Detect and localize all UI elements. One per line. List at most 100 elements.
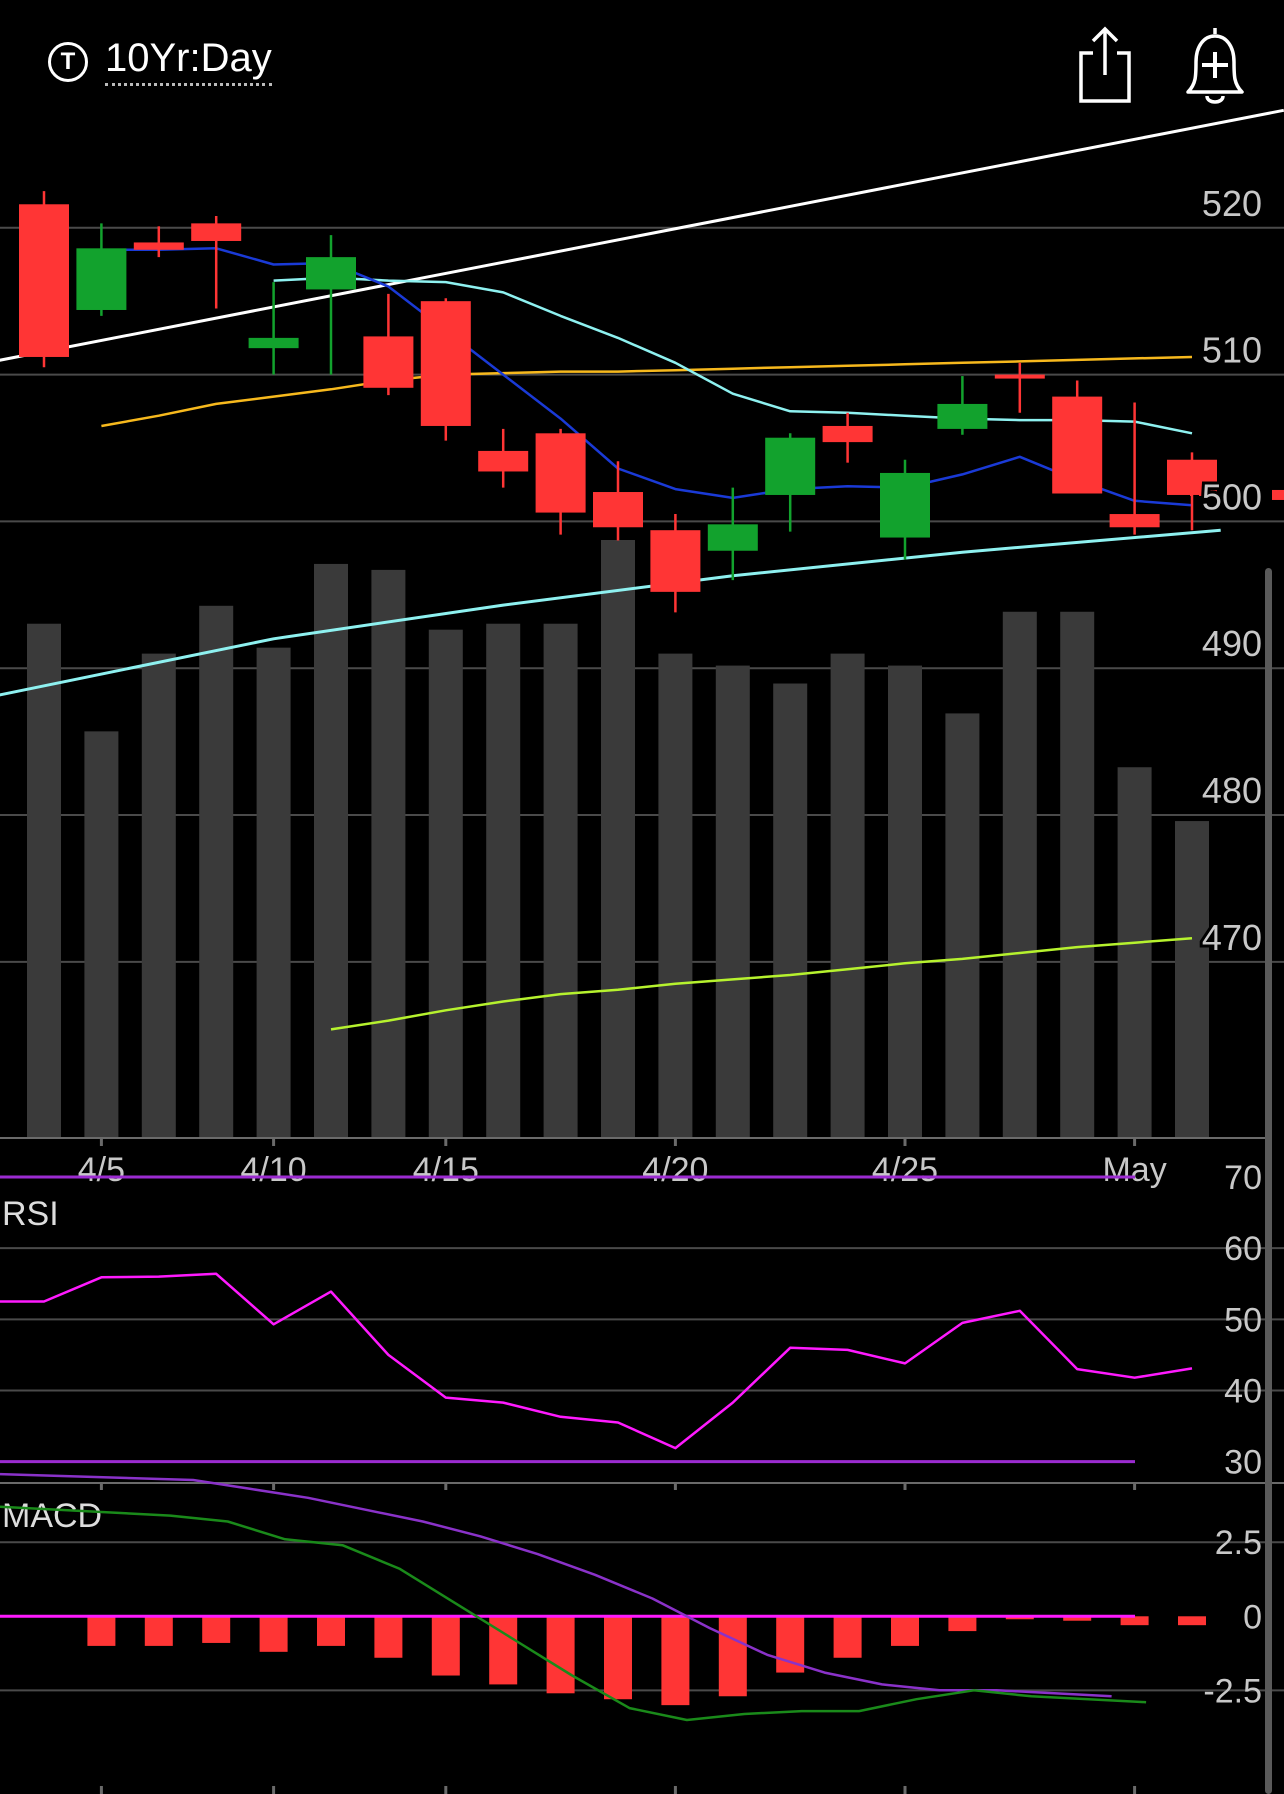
macd-line <box>0 1472 1112 1698</box>
rsi-axis-label: 70 <box>1224 1159 1262 1197</box>
macd-axis-label: 0 <box>1243 1598 1262 1636</box>
header-bar: T 10Yr:Day <box>0 0 1284 125</box>
volume-bar <box>945 713 980 1138</box>
macd-histogram-bar <box>431 1616 460 1676</box>
volume-bar <box>486 623 521 1138</box>
rsi-panel: RSI 30 40 50 60 70 <box>0 1159 1284 1490</box>
moving-average-long-line <box>330 937 1193 1031</box>
volume-bar <box>27 623 61 1138</box>
candle-body <box>133 242 184 250</box>
macd-histogram-bar <box>1120 1616 1149 1626</box>
candle-body <box>306 257 356 290</box>
candle-body <box>248 337 299 349</box>
rsi-title: RSI <box>2 1195 59 1233</box>
chart-period-selector[interactable]: 10Yr:Day <box>105 36 272 86</box>
volume-bar <box>1002 611 1037 1138</box>
price-axis-label: 480 <box>1202 770 1262 811</box>
candle-body <box>650 530 701 592</box>
candle-body <box>19 204 69 357</box>
volume-bar <box>1117 767 1152 1138</box>
macd-signal-line <box>0 1505 1147 1722</box>
price-axis-label: 500 <box>1202 476 1262 517</box>
candle-body <box>1109 514 1160 528</box>
macd-histogram-bar <box>202 1616 231 1643</box>
volume-bar <box>658 653 693 1138</box>
macd-histogram-bar <box>317 1616 345 1646</box>
date-axis-label: 4/25 <box>872 1151 938 1189</box>
price-axis-label: 470 <box>1202 917 1262 958</box>
volume-bar <box>773 683 808 1138</box>
macd-histogram-bar <box>948 1616 977 1632</box>
add-alert-bell-icon[interactable] <box>1180 22 1250 107</box>
macd-histogram-bar <box>604 1616 632 1700</box>
macd-histogram-bar <box>259 1616 288 1652</box>
candle-body <box>420 301 471 426</box>
volume-bar <box>543 623 578 1138</box>
macd-histogram-bar <box>87 1616 116 1646</box>
candle-body <box>191 223 242 241</box>
volume-bar <box>601 540 635 1138</box>
volume-bar <box>715 665 750 1138</box>
date-axis-label: 4/5 <box>78 1151 125 1189</box>
macd-histogram-bar <box>374 1616 403 1658</box>
rsi-axis-label: 60 <box>1224 1230 1262 1268</box>
macd-histogram-bar <box>891 1616 919 1646</box>
moving-average-fast-line <box>101 247 1193 507</box>
volume-bar <box>1060 611 1095 1138</box>
date-axis-label: 4/10 <box>241 1151 307 1189</box>
candle-body <box>880 472 930 538</box>
date-axis-label: May <box>1102 1151 1166 1189</box>
candle-body <box>1167 459 1217 495</box>
volume-bar <box>830 653 865 1138</box>
candle-body <box>994 374 1045 379</box>
candle-body <box>765 437 816 495</box>
candle-body <box>478 450 529 472</box>
volume-bar <box>199 605 234 1138</box>
date-axis-label: 4/20 <box>642 1151 708 1189</box>
lower-trend-line <box>0 528 1221 697</box>
price-axis-label: 520 <box>1202 183 1262 224</box>
macd-histogram-bar <box>546 1616 575 1694</box>
candle-body <box>76 248 127 310</box>
upper-trend-line <box>0 108 1284 362</box>
candle-body <box>822 425 873 443</box>
macd-histogram-bar <box>1063 1616 1092 1621</box>
rsi-axis-label: 30 <box>1224 1444 1262 1482</box>
macd-histogram-bar <box>833 1616 862 1658</box>
ticker-type-icon: T <box>48 42 88 82</box>
candle-body <box>593 492 643 528</box>
volume-bar <box>84 731 119 1138</box>
volume-bar <box>314 563 348 1138</box>
volume-bar <box>141 653 176 1138</box>
macd-panel: MACD 2.5 0 -2.5 <box>0 1472 1284 1794</box>
macd-axis-label: 2.5 <box>1215 1524 1262 1562</box>
chart-scrollbar[interactable] <box>1265 568 1272 1794</box>
macd-histogram-bar <box>1178 1616 1206 1626</box>
price-axis-label: 510 <box>1202 330 1262 371</box>
share-icon[interactable] <box>1075 25 1135 105</box>
volume-bar <box>1175 821 1209 1138</box>
candle-body <box>535 433 586 513</box>
volume-bar <box>428 629 463 1138</box>
macd-histogram-bar <box>144 1616 173 1646</box>
moving-average-medium-line <box>101 355 1193 428</box>
candle-body <box>363 336 414 388</box>
macd-title: MACD <box>2 1497 102 1535</box>
macd-axis-label: -2.5 <box>1203 1672 1262 1710</box>
moving-average-short-line <box>273 276 1193 435</box>
volume-bar <box>888 665 922 1138</box>
macd-histogram-bar <box>661 1616 690 1706</box>
volume-bar <box>371 569 406 1138</box>
candle-body <box>937 403 988 429</box>
rsi-axis-label: 50 <box>1224 1301 1262 1339</box>
price-panel: 470 480 490 500 510 520 4/5 4/10 4/15 4/20 4/25 May <box>0 108 1284 1189</box>
candle-body <box>1052 396 1103 494</box>
rsi-line <box>0 1272 1193 1450</box>
candle-body <box>707 524 758 551</box>
rsi-axis-label: 40 <box>1224 1372 1262 1410</box>
price-axis-label: 490 <box>1202 623 1262 664</box>
date-axis-label: 4/15 <box>413 1151 479 1189</box>
current-price-marker <box>1272 489 1284 500</box>
volume-bar <box>256 647 291 1138</box>
